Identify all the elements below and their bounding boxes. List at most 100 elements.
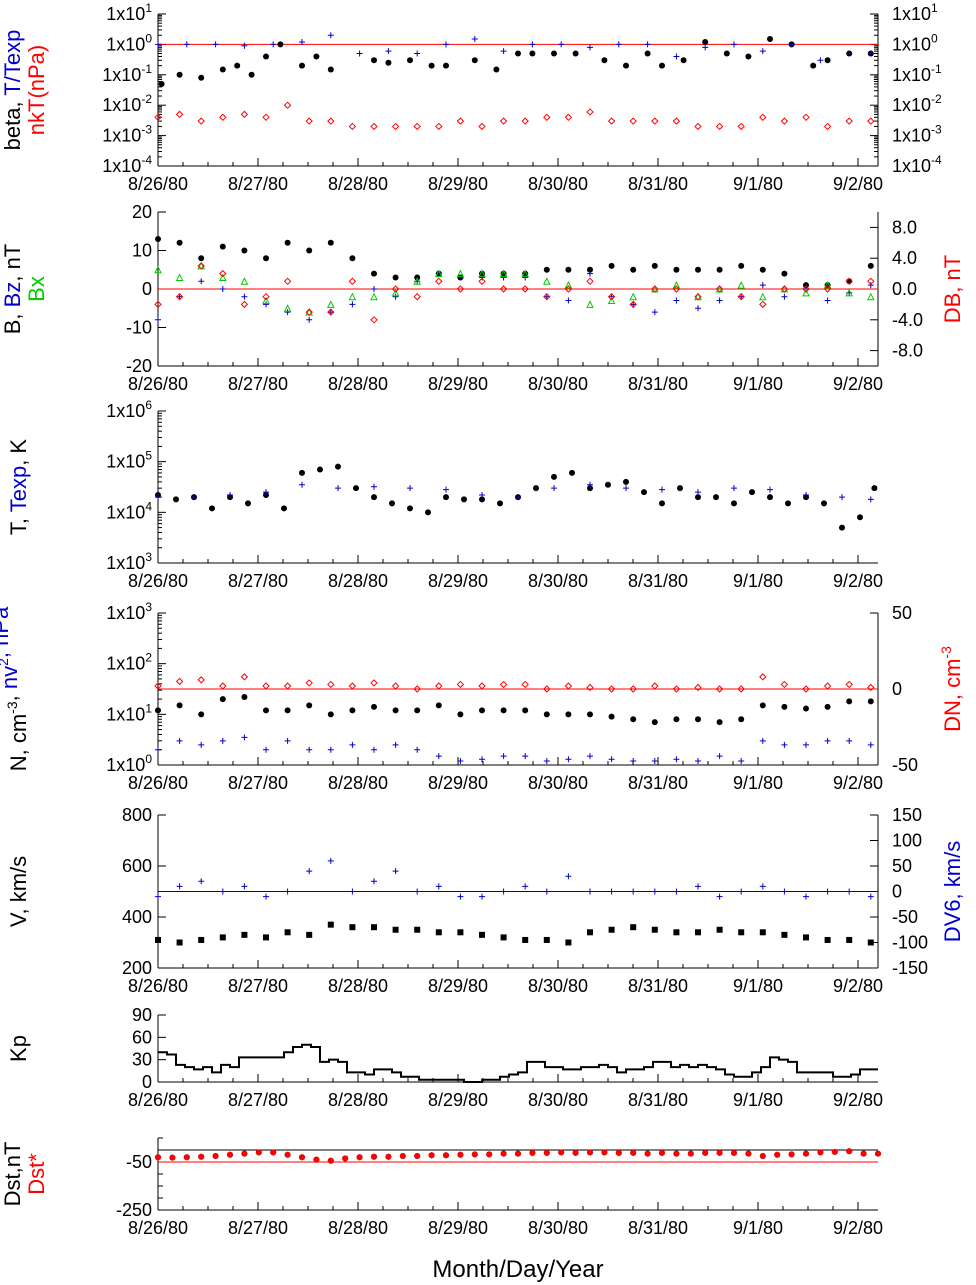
y-right-tick-label: 1x10-3 xyxy=(892,123,942,146)
y-tick-label: 0 xyxy=(142,279,152,299)
point-beta xyxy=(443,62,449,69)
x-tick-label: 9/1/80 xyxy=(733,1218,783,1238)
point-n xyxy=(219,696,226,703)
point-b xyxy=(587,266,593,273)
point-beta xyxy=(529,50,536,57)
point-bx xyxy=(154,265,162,274)
point-beta xyxy=(572,50,579,57)
point-v xyxy=(306,931,313,938)
point-db xyxy=(435,277,443,286)
point-texp xyxy=(371,483,377,490)
point-nv2 xyxy=(608,756,615,763)
point-n xyxy=(587,711,593,718)
point-dst xyxy=(486,1151,493,1158)
point-dst xyxy=(457,1151,464,1158)
point-beta xyxy=(515,50,521,57)
x-tick-label: 8/31/80 xyxy=(628,1090,688,1110)
point-dn xyxy=(154,682,162,690)
point-nkt xyxy=(391,122,400,131)
point-v xyxy=(263,934,269,941)
point-nkt xyxy=(780,117,789,125)
point-dv6 xyxy=(176,883,183,890)
point-nv2 xyxy=(781,741,788,748)
point-nv2 xyxy=(716,753,723,760)
point-dv6 xyxy=(371,878,377,885)
point-nkt xyxy=(867,117,875,125)
point-nv2 xyxy=(263,746,269,753)
point-nv2 xyxy=(846,737,853,744)
point-dv6 xyxy=(435,883,442,890)
point-t xyxy=(425,509,431,516)
point-texp xyxy=(479,491,485,498)
point-n xyxy=(608,713,615,720)
point-dst xyxy=(327,1157,334,1164)
x-tick-label: 8/31/80 xyxy=(628,1218,688,1238)
point-n xyxy=(198,711,205,718)
y-right-tick-label: 0 xyxy=(892,679,902,699)
point-nkt xyxy=(499,117,508,125)
point-n xyxy=(349,707,356,714)
point-dn xyxy=(305,679,313,687)
point-db xyxy=(564,285,573,293)
point-nkt xyxy=(283,101,292,109)
point-bz xyxy=(219,286,226,292)
point-beta xyxy=(263,53,269,60)
point-dv6 xyxy=(219,888,226,895)
point-ttexp xyxy=(414,50,421,57)
y-tick-label: -20 xyxy=(126,356,152,376)
point-b xyxy=(695,266,701,273)
point-texp xyxy=(551,485,557,492)
point-beta xyxy=(601,57,608,64)
point-dn xyxy=(607,685,616,693)
point-dst xyxy=(529,1149,536,1156)
point-db xyxy=(456,285,465,293)
point-ttexp xyxy=(759,48,766,55)
point-bz xyxy=(673,297,680,304)
point-dv6 xyxy=(716,893,723,900)
point-beta xyxy=(659,62,665,69)
point-texp xyxy=(767,486,773,493)
x-tick-label: 8/31/80 xyxy=(628,976,688,996)
y-tick-label: 1x104 xyxy=(106,499,152,522)
y-axis-title: beta, T/Texp xyxy=(0,30,25,151)
point-bx xyxy=(262,296,270,305)
point-n xyxy=(738,716,745,723)
point-n xyxy=(630,716,637,723)
y-tick-label: -50 xyxy=(126,1152,152,1172)
x-tick-label: 8/27/80 xyxy=(228,1090,288,1110)
point-beta xyxy=(723,50,730,57)
point-nv2 xyxy=(738,757,745,764)
x-tick-label: 8/27/80 xyxy=(228,1218,288,1238)
point-db xyxy=(543,292,551,301)
y-tick-label: 20 xyxy=(132,202,152,222)
x-tick-label: 8/28/80 xyxy=(328,1090,388,1110)
point-ttexp xyxy=(183,41,190,48)
point-n xyxy=(479,707,485,714)
point-texp xyxy=(839,494,845,501)
point-v xyxy=(284,929,291,936)
point-bx xyxy=(629,292,638,301)
y-axis-title: nkT(nPa) xyxy=(24,45,49,135)
point-dst xyxy=(759,1153,766,1159)
point-t xyxy=(371,494,377,501)
x-tick-label: 8/29/80 xyxy=(428,1090,488,1110)
point-dn xyxy=(327,680,335,689)
point-bx xyxy=(456,269,465,278)
point-n xyxy=(306,702,313,709)
x-tick-label: 8/28/80 xyxy=(328,976,388,996)
point-ttexp xyxy=(443,41,449,48)
x-tick-label: 8/26/80 xyxy=(128,174,188,194)
point-beta xyxy=(277,41,284,48)
point-v xyxy=(695,929,701,936)
y-right-tick-label: 1x10-1 xyxy=(892,62,942,85)
point-n xyxy=(500,707,507,714)
y-axis-title: T, Texp, K xyxy=(6,439,31,536)
y-right-tick-label: -100 xyxy=(892,933,928,953)
point-nv2 xyxy=(306,746,313,753)
point-bx xyxy=(823,281,832,289)
point-dst xyxy=(644,1150,651,1157)
point-v xyxy=(241,931,248,938)
point-nv2 xyxy=(587,753,593,760)
point-db xyxy=(262,292,270,301)
y-right-tick-label: -50 xyxy=(892,907,918,927)
